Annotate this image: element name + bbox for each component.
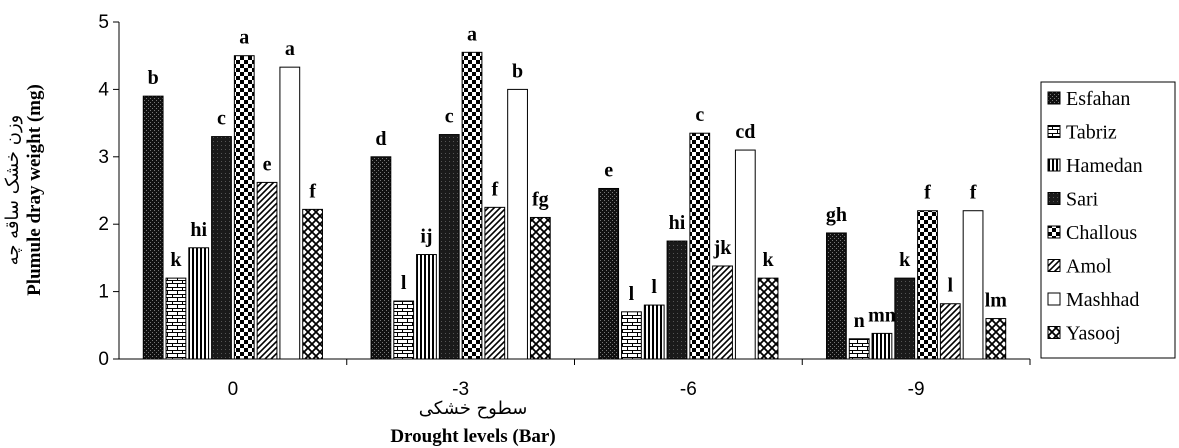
significance-letter: fg [532, 188, 549, 210]
legend-frame [1040, 81, 1176, 359]
y-tick-label: 4 [98, 79, 109, 100]
bar-hamedan [416, 254, 437, 360]
bar-hamedan [871, 332, 893, 360]
x-tick-label: -3 [452, 379, 469, 400]
significance-letter: f [924, 182, 931, 204]
y-tick-label: 3 [98, 147, 109, 168]
bar-tabriz [848, 338, 870, 360]
bar-esfahan [598, 187, 620, 360]
significance-letter: e [263, 153, 272, 175]
significance-letter: l [629, 283, 635, 305]
significance-letter: k [899, 249, 911, 271]
bar-challous [461, 51, 483, 360]
significance-letter: b [148, 67, 159, 89]
x-axis-title-fa: سطوح خشکی [419, 398, 528, 419]
significance-letter: l [651, 276, 657, 298]
x-tick-label: 0 [228, 379, 239, 400]
significance-letter: hi [669, 212, 686, 234]
bar-hamedan [643, 304, 665, 360]
bar-challous [233, 55, 255, 360]
bar-esfahan [142, 95, 164, 360]
significance-letter: f [970, 182, 977, 204]
bar-amol [256, 181, 278, 360]
significance-letter: lm [985, 290, 1008, 312]
x-axis-title: Drought levels (Bar) [390, 426, 555, 447]
legend-swatch-tabriz [1047, 125, 1061, 138]
bar-sari [438, 134, 460, 360]
significance-letter: a [285, 38, 295, 60]
significance-letter: gh [826, 204, 847, 226]
legend: Esfahan Tabriz Hamedan Sari Challous Amol Mash… [1040, 81, 1176, 359]
x-tick-label: -6 [680, 379, 697, 400]
bar-sari [211, 136, 232, 360]
significance-letter: e [604, 159, 613, 181]
significance-letter: k [170, 249, 182, 271]
bar-yasooj [757, 277, 779, 360]
significance-letter: d [375, 128, 386, 150]
bar-esfahan [826, 232, 847, 360]
bar-esfahan [370, 156, 392, 360]
legend-label-challous: Challous [1066, 222, 1137, 244]
legend-swatch-hamedan [1047, 158, 1061, 172]
bar-tabriz [393, 300, 415, 360]
bar-yasooj [302, 208, 323, 360]
legend-swatch-challous [1047, 225, 1061, 239]
bar-amol [939, 303, 961, 360]
bar-challous [917, 210, 938, 360]
legend-label-amol: Amol [1066, 256, 1112, 278]
legend-swatch-yasooj [1047, 326, 1061, 339]
legend-label-tabriz: Tabriz [1066, 122, 1117, 144]
y-tick-label: 5 [98, 12, 109, 33]
significance-letter: f [491, 178, 498, 200]
significance-letter: cd [735, 121, 755, 143]
significance-letter: ij [420, 226, 432, 248]
bar-mashhad [507, 88, 528, 360]
legend-swatch-esfahan [1047, 91, 1061, 105]
y-tick-label: 2 [98, 214, 109, 235]
significance-letter: b [512, 60, 523, 82]
bar-mashhad [962, 210, 984, 360]
legend-label-sari: Sari [1066, 189, 1099, 211]
significance-letter: f [309, 180, 316, 202]
bar-tabriz [621, 311, 642, 360]
significance-letter: l [401, 272, 407, 294]
legend-label-mashhad: Mashhad [1066, 289, 1139, 311]
significance-letter: mn [868, 304, 896, 326]
y-tick-label: 1 [98, 282, 109, 303]
legend-swatch-amol [1047, 259, 1061, 272]
significance-letter: n [854, 310, 865, 332]
legend-label-yasooj: Yasooj [1066, 323, 1121, 345]
bar-amol [484, 206, 506, 360]
bar-yasooj [529, 216, 551, 360]
bar-mashhad [734, 149, 756, 360]
significance-letter: jk [713, 237, 733, 259]
significance-letter: c [445, 106, 454, 128]
bar-tabriz [165, 277, 187, 360]
bar-mashhad [279, 66, 301, 360]
significance-letter: l [948, 275, 954, 297]
legend-swatch-mashhad [1047, 292, 1061, 306]
bar-amol [712, 265, 733, 360]
significance-letter: a [239, 27, 249, 49]
y-tick-label: 0 [98, 349, 109, 370]
y-axis-title: Plumule dray weight (mg) [24, 84, 45, 296]
x-tick-label: -9 [908, 379, 925, 400]
significance-letter: c [695, 104, 704, 126]
bar-sari [894, 277, 916, 360]
y-axis-title-fa: وزن خشک ساقه چه [2, 115, 23, 266]
significance-letter: hi [190, 219, 207, 241]
significance-letter: k [763, 249, 775, 271]
legend-label-esfahan: Esfahan [1066, 88, 1130, 110]
bar-hamedan [188, 247, 210, 360]
significance-letter: c [217, 108, 226, 130]
significance-letter: a [467, 23, 477, 45]
bar-yasooj [985, 318, 1007, 360]
bar-sari [666, 240, 688, 360]
bar-challous [689, 132, 711, 360]
legend-swatch-sari [1047, 192, 1061, 205]
legend-label-hamedan: Hamedan [1066, 155, 1143, 177]
